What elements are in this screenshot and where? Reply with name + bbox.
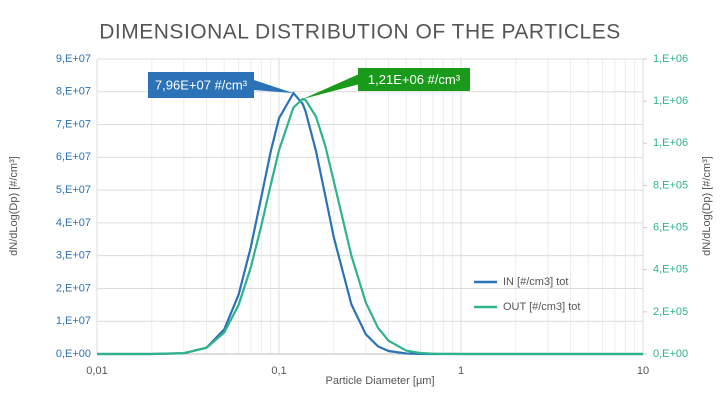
y-tick-label: 3,E+07 xyxy=(56,250,91,262)
callout-label: 7,96E+07 #/cm³ xyxy=(155,77,248,92)
series-line xyxy=(96,97,643,356)
y2-tick-label: 1,E+06 xyxy=(653,95,688,107)
chart-title: DIMENSIONAL DISTRIBUTION OF THE PARTICLE… xyxy=(99,21,620,44)
x-tick-label: 0,01 xyxy=(86,365,107,377)
y2-axis-title: dN/dLog(Dp) [#/cm³] xyxy=(701,156,713,256)
y-tick-label: 5,E+07 xyxy=(56,184,91,196)
y-tick-label: 2,E+07 xyxy=(56,282,91,294)
y-axis-title: dN/dLog(Dp) [#/cm³] xyxy=(8,156,20,256)
x-tick-label: 10 xyxy=(637,365,649,377)
callout-box xyxy=(148,72,254,98)
x-tick-label: 1 xyxy=(458,365,464,377)
y2-tick-label: 8,E+05 xyxy=(653,179,688,191)
y2-tick-label: 0,E+00 xyxy=(653,348,688,360)
callout-box xyxy=(358,68,470,91)
y-tick-label: 4,E+07 xyxy=(56,217,91,229)
y-tick-label: 8,E+07 xyxy=(56,86,91,98)
y-tick-label: 1,E+07 xyxy=(56,315,91,327)
y-tick-label: 0,E+00 xyxy=(56,348,91,360)
x-tick-label: 0,1 xyxy=(271,365,286,377)
y2-tick-label: 6,E+05 xyxy=(653,221,688,233)
callout-pointer xyxy=(302,74,358,100)
y2-tick-label: 1,E+06 xyxy=(653,53,688,65)
series-line xyxy=(96,91,643,356)
y2-tick-label: 1,E+06 xyxy=(653,137,688,149)
y2-tick-label: 4,E+05 xyxy=(653,264,688,276)
x-axis-title: Particle Diameter [µm] xyxy=(325,375,434,387)
legend-label: IN [#/cm3] tot xyxy=(503,276,568,288)
callout-label: 1,21E+06 #/cm³ xyxy=(368,72,461,87)
y2-tick-label: 2,E+05 xyxy=(653,306,688,318)
legend-label: OUT [#/cm3] tot xyxy=(503,301,580,313)
callout-pointer xyxy=(254,80,294,94)
y-tick-label: 7,E+07 xyxy=(56,118,91,130)
y-tick-label: 9,E+07 xyxy=(56,53,91,65)
y-tick-label: 6,E+07 xyxy=(56,151,91,163)
